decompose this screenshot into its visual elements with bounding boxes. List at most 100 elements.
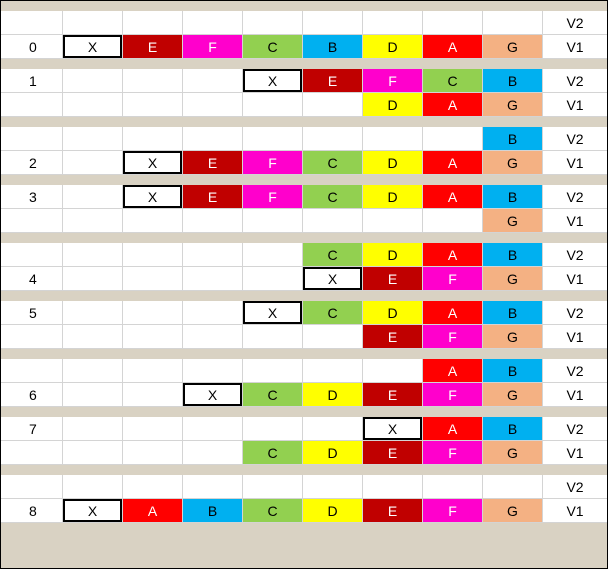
slot-cell-d[interactable]: D xyxy=(363,151,422,174)
slot-cell-g[interactable]: G xyxy=(483,499,542,522)
grid-row-line xyxy=(1,266,607,267)
slot-cell-g[interactable]: G xyxy=(483,93,542,116)
version-label-v2: V2 xyxy=(566,421,584,437)
slot-cell-b[interactable]: B xyxy=(483,417,542,440)
grid-column-line xyxy=(422,1,423,568)
slot-cell-a[interactable]: A xyxy=(423,301,482,324)
slot-cell-e[interactable]: E xyxy=(363,499,422,522)
slot-cell-c[interactable]: C xyxy=(423,69,482,92)
slot-cell-d[interactable]: D xyxy=(303,441,362,464)
slot-cell-f[interactable]: F xyxy=(423,499,482,522)
version-label-v2: V2 xyxy=(566,247,584,263)
slot-cell-f[interactable]: F xyxy=(183,35,242,58)
slot-cell-d[interactable]: D xyxy=(363,35,422,58)
version-label-v1: V1 xyxy=(566,387,584,403)
slot-cell-x[interactable]: X xyxy=(123,151,182,174)
slot-cell-d[interactable]: D xyxy=(363,93,422,116)
step-number-label: 2 xyxy=(29,155,37,171)
slot-cell-f[interactable]: F xyxy=(423,325,482,348)
step-number-label: 5 xyxy=(29,305,37,321)
grid-row-line xyxy=(1,324,607,325)
slot-cell-a[interactable]: A xyxy=(423,359,482,382)
grid-row-line xyxy=(1,440,607,441)
slot-cell-f[interactable]: F xyxy=(363,69,422,92)
slot-cell-b[interactable]: B xyxy=(483,185,542,208)
slot-cell-c[interactable]: C xyxy=(303,185,362,208)
version-label-v2: V2 xyxy=(566,189,584,205)
slot-cell-c[interactable]: C xyxy=(303,151,362,174)
step-number-label: 6 xyxy=(29,387,37,403)
grid-column-line xyxy=(302,1,303,568)
version-label-v1: V1 xyxy=(566,271,584,287)
slot-cell-g[interactable]: G xyxy=(483,267,542,290)
slot-cell-b[interactable]: B xyxy=(483,301,542,324)
slot-cell-d[interactable]: D xyxy=(363,243,422,266)
separator-row xyxy=(1,349,607,359)
grid-column-line xyxy=(122,1,123,568)
slot-cell-a[interactable]: A xyxy=(423,185,482,208)
slot-cell-c[interactable]: C xyxy=(303,243,362,266)
slot-cell-x[interactable]: X xyxy=(243,301,302,324)
slot-cell-f[interactable]: F xyxy=(423,441,482,464)
slot-cell-f[interactable]: F xyxy=(423,383,482,406)
slot-cell-f[interactable]: F xyxy=(243,151,302,174)
grid-column-line xyxy=(62,1,63,568)
step-number-label: 7 xyxy=(29,421,37,437)
slot-cell-c[interactable]: C xyxy=(243,499,302,522)
slot-cell-g[interactable]: G xyxy=(483,151,542,174)
slot-cell-d[interactable]: D xyxy=(303,499,362,522)
slot-cell-x[interactable]: X xyxy=(303,267,362,290)
grid-column-line xyxy=(182,1,183,568)
slot-cell-e[interactable]: E xyxy=(363,325,422,348)
slot-cell-b[interactable]: B xyxy=(483,359,542,382)
slot-cell-x[interactable]: X xyxy=(183,383,242,406)
slot-cell-c[interactable]: C xyxy=(303,301,362,324)
slot-cell-b[interactable]: B xyxy=(183,499,242,522)
slot-cell-e[interactable]: E xyxy=(363,441,422,464)
grid-row-line xyxy=(1,92,607,93)
slot-cell-x[interactable]: X xyxy=(123,185,182,208)
slot-cell-a[interactable]: A xyxy=(423,417,482,440)
step-number-label: 3 xyxy=(29,189,37,205)
slot-cell-d[interactable]: D xyxy=(303,383,362,406)
slot-cell-e[interactable]: E xyxy=(183,185,242,208)
version-label-v2: V2 xyxy=(566,131,584,147)
grid-column-line xyxy=(362,1,363,568)
slot-cell-b[interactable]: B xyxy=(483,243,542,266)
version-label-v1: V1 xyxy=(566,39,584,55)
slot-cell-f[interactable]: F xyxy=(423,267,482,290)
version-label-v1: V1 xyxy=(566,97,584,113)
slot-cell-a[interactable]: A xyxy=(123,499,182,522)
version-label-v2: V2 xyxy=(566,363,584,379)
slot-cell-x[interactable]: X xyxy=(63,35,122,58)
slot-cell-e[interactable]: E xyxy=(123,35,182,58)
slot-cell-c[interactable]: C xyxy=(243,35,302,58)
slot-cell-e[interactable]: E xyxy=(303,69,362,92)
slot-cell-g[interactable]: G xyxy=(483,325,542,348)
slot-cell-a[interactable]: A xyxy=(423,93,482,116)
slot-cell-c[interactable]: C xyxy=(243,383,302,406)
slot-cell-a[interactable]: A xyxy=(423,151,482,174)
slot-cell-f[interactable]: F xyxy=(243,185,302,208)
slot-cell-b[interactable]: B xyxy=(303,35,362,58)
slot-cell-e[interactable]: E xyxy=(183,151,242,174)
slot-cell-d[interactable]: D xyxy=(363,185,422,208)
slot-cell-c[interactable]: C xyxy=(243,441,302,464)
version-label-v2: V2 xyxy=(566,73,584,89)
slot-cell-x[interactable]: X xyxy=(363,417,422,440)
slot-cell-g[interactable]: G xyxy=(483,383,542,406)
slot-cell-a[interactable]: A xyxy=(423,35,482,58)
slot-cell-b[interactable]: B xyxy=(483,127,542,150)
slot-cell-g[interactable]: G xyxy=(483,209,542,232)
slot-cell-e[interactable]: E xyxy=(363,383,422,406)
slot-cell-x[interactable]: X xyxy=(63,499,122,522)
slot-cell-g[interactable]: G xyxy=(483,35,542,58)
slot-cell-x[interactable]: X xyxy=(243,69,302,92)
separator-row xyxy=(1,465,607,475)
slot-cell-a[interactable]: A xyxy=(423,243,482,266)
slot-cell-d[interactable]: D xyxy=(363,301,422,324)
slot-cell-b[interactable]: B xyxy=(483,69,542,92)
slot-cell-g[interactable]: G xyxy=(483,441,542,464)
grid-row-line xyxy=(1,290,607,291)
slot-cell-e[interactable]: E xyxy=(363,267,422,290)
